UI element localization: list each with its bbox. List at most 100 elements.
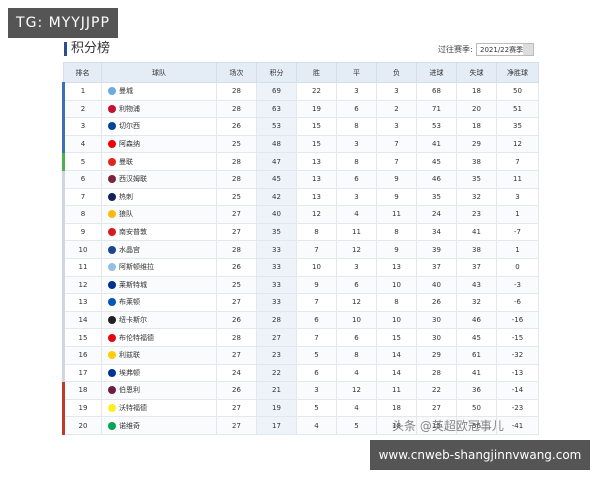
stat-cell: 25 bbox=[216, 187, 257, 207]
stat-cell: 38 bbox=[456, 152, 497, 171]
stat-cell: 0 bbox=[496, 257, 539, 277]
stat-cell: 30 bbox=[416, 310, 457, 330]
stat-cell: 46 bbox=[416, 169, 457, 189]
rank-cell: 11 bbox=[62, 257, 102, 277]
rank-cell: 12 bbox=[62, 275, 102, 295]
stat-cell: 3 bbox=[376, 82, 417, 101]
rank-cell: 2 bbox=[62, 99, 102, 119]
stat-cell: 30 bbox=[416, 328, 457, 347]
stat-cell: 40 bbox=[416, 275, 457, 295]
column-header: 球队 bbox=[101, 62, 217, 83]
team-name: 诺维奇 bbox=[119, 421, 140, 430]
team-cell: 布莱顿 bbox=[101, 293, 217, 312]
column-header: 场次 bbox=[216, 62, 257, 83]
stat-cell: 63 bbox=[256, 99, 297, 119]
stat-cell: 28 bbox=[216, 328, 257, 347]
stat-cell: 33 bbox=[256, 240, 297, 259]
stat-cell: 22 bbox=[256, 363, 297, 383]
stat-cell: 22 bbox=[416, 381, 457, 400]
team-icon bbox=[108, 245, 116, 254]
season-label: 过往赛季: bbox=[438, 45, 473, 54]
team-cell: 阿斯顿维拉 bbox=[101, 257, 217, 277]
stat-cell: 4 bbox=[336, 398, 377, 418]
rank-cell: 7 bbox=[62, 187, 102, 207]
stat-cell: 11 bbox=[336, 222, 377, 242]
team-cell: 沃特福德 bbox=[101, 398, 217, 418]
rank-cell: 17 bbox=[62, 363, 102, 383]
team-cell: 伯恩利 bbox=[101, 381, 217, 400]
team-name: 利兹联 bbox=[119, 351, 140, 360]
stat-cell: 32 bbox=[456, 293, 497, 312]
stat-cell: 35 bbox=[456, 169, 497, 189]
stat-cell: 50 bbox=[456, 398, 497, 418]
stat-cell: 12 bbox=[336, 381, 377, 400]
team-row: 9 南安普敦 27 35 8 11 8 34 41 -7 bbox=[62, 222, 539, 242]
stat-cell: 8 bbox=[336, 152, 377, 171]
season-select[interactable]: 2021/22赛季 bbox=[476, 43, 534, 56]
stat-cell: -15 bbox=[496, 328, 539, 347]
stat-cell: 69 bbox=[256, 82, 297, 101]
stat-cell: 3 bbox=[336, 187, 377, 207]
stat-cell: 11 bbox=[496, 169, 539, 189]
stat-cell: 1 bbox=[496, 240, 539, 259]
stat-cell: 8 bbox=[376, 222, 417, 242]
team-row: 18 伯恩利 26 21 3 12 11 22 36 -14 bbox=[62, 381, 539, 400]
team-row: 17 埃弗顿 24 22 6 4 14 28 41 -13 bbox=[62, 363, 539, 383]
team-name: 沃特福德 bbox=[119, 403, 147, 412]
team-icon bbox=[108, 192, 116, 201]
team-cell: 狼队 bbox=[101, 205, 217, 224]
stat-cell: 3 bbox=[496, 187, 539, 207]
team-cell: 水晶宫 bbox=[101, 240, 217, 259]
stat-cell: 32 bbox=[456, 187, 497, 207]
stat-cell: 26 bbox=[216, 381, 257, 400]
stat-cell: 25 bbox=[216, 134, 257, 154]
stat-cell: 5 bbox=[296, 345, 337, 365]
header-row: 排名 球队 场次 积分胜平负进球 失球 净胜球 bbox=[63, 62, 539, 83]
stat-cell: 3 bbox=[336, 257, 377, 277]
stat-cell: 45 bbox=[256, 169, 297, 189]
stat-cell: 8 bbox=[336, 117, 377, 136]
team-name: 曼城 bbox=[119, 87, 133, 96]
stat-cell: 27 bbox=[216, 345, 257, 365]
stat-cell: 35 bbox=[416, 187, 457, 207]
stat-cell: 47 bbox=[256, 152, 297, 171]
team-icon bbox=[108, 351, 116, 360]
stat-cell: 12 bbox=[296, 205, 337, 224]
stat-cell: 35 bbox=[256, 222, 297, 242]
rank-cell: 5 bbox=[62, 152, 102, 171]
stat-cell: -13 bbox=[496, 363, 539, 383]
team-name: 阿森纳 bbox=[119, 140, 140, 149]
stat-cell: 41 bbox=[416, 134, 457, 154]
stat-cell: -7 bbox=[496, 222, 539, 242]
rank-cell: 14 bbox=[62, 310, 102, 330]
stat-cell: 28 bbox=[216, 152, 257, 171]
stat-cell: 24 bbox=[216, 363, 257, 383]
stat-cell: 6 bbox=[296, 310, 337, 330]
stat-cell: 7 bbox=[376, 152, 417, 171]
stat-cell: 28 bbox=[216, 169, 257, 189]
team-cell: 热刺 bbox=[101, 187, 217, 207]
column-header: 进球 bbox=[416, 62, 457, 83]
stat-cell: 26 bbox=[216, 310, 257, 330]
stat-cell: 18 bbox=[376, 398, 417, 418]
team-row: 20 诺维奇 27 17 4 5 18 15 56 -41 bbox=[62, 416, 539, 435]
stat-cell: 36 bbox=[456, 381, 497, 400]
column-header: 净胜球 bbox=[496, 62, 539, 83]
stat-cell: 7 bbox=[496, 152, 539, 171]
stat-cell: 3 bbox=[376, 117, 417, 136]
stat-cell: -23 bbox=[496, 398, 539, 418]
stat-cell: -3 bbox=[496, 275, 539, 295]
stat-cell: 68 bbox=[416, 82, 457, 101]
team-row: 15 布伦特福德 28 27 7 6 15 30 45 -15 bbox=[62, 328, 539, 347]
stat-cell: 13 bbox=[376, 257, 417, 277]
team-cell: 利兹联 bbox=[101, 345, 217, 365]
stat-cell: 27 bbox=[256, 328, 297, 347]
stat-cell: -14 bbox=[496, 381, 539, 400]
stat-cell: 15 bbox=[296, 117, 337, 136]
team-row: 5 曼联 28 47 13 8 7 45 38 7 bbox=[62, 152, 539, 171]
stat-cell: 18 bbox=[456, 117, 497, 136]
team-cell: 莱斯特城 bbox=[101, 275, 217, 295]
column-header: 排名 bbox=[63, 62, 102, 83]
stat-cell: 14 bbox=[376, 345, 417, 365]
team-row: 4 阿森纳 25 48 15 3 7 41 29 12 bbox=[62, 134, 539, 154]
